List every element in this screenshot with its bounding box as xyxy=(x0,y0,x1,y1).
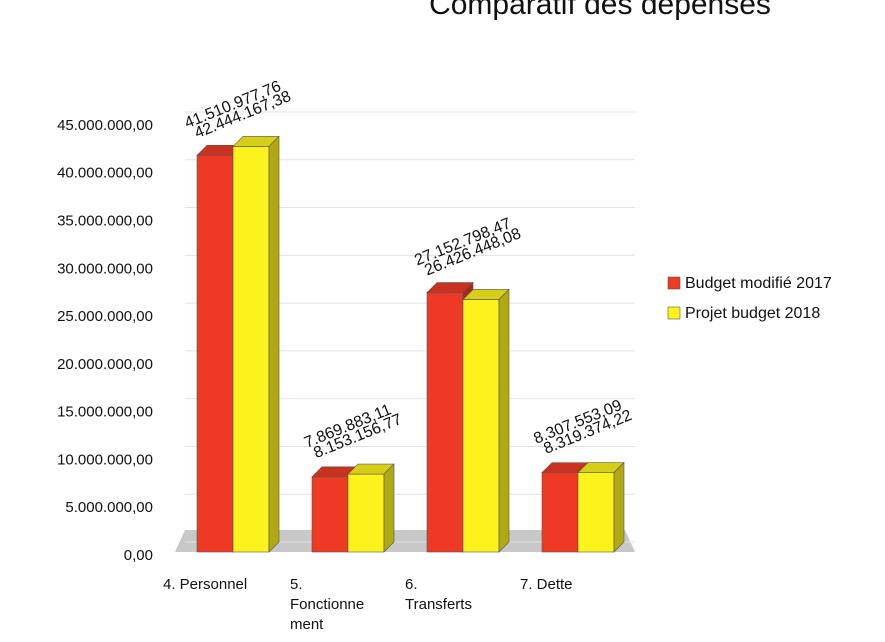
bar xyxy=(577,461,625,553)
bar-front xyxy=(577,472,615,553)
bar xyxy=(232,135,280,553)
bar-side xyxy=(498,288,510,553)
legend-label: Budget modifié 2017 xyxy=(685,275,832,292)
bar-front xyxy=(196,155,234,553)
y-tick-label: 25.000.000,00 xyxy=(57,308,153,325)
legend-label: Projet budget 2018 xyxy=(685,305,820,322)
y-tick-label: 40.000.000,00 xyxy=(57,165,153,182)
y-tick-label: 10.000.000,00 xyxy=(57,451,153,468)
bar-side xyxy=(268,135,280,553)
bar-side xyxy=(383,463,395,553)
x-tick-label: 4. Personnel xyxy=(163,576,247,593)
y-tick-label: 30.000.000,00 xyxy=(57,260,153,277)
y-tick-label: 20.000.000,00 xyxy=(57,356,153,373)
y-tick-label: 5.000.000,00 xyxy=(65,499,153,516)
y-tick-label: 15.000.000,00 xyxy=(57,404,153,421)
y-tick-label: 0,00 xyxy=(124,547,153,564)
chart-title: Comparatif des dépenses xyxy=(429,0,771,21)
bar xyxy=(462,288,510,553)
bar xyxy=(347,463,395,553)
y-tick-label: 45.000.000,00 xyxy=(57,117,153,134)
bar-front xyxy=(426,292,464,553)
bar-front xyxy=(232,146,270,553)
bar-front xyxy=(311,476,349,553)
bar-side xyxy=(613,461,625,553)
y-tick-label: 35.000.000,00 xyxy=(57,213,153,230)
x-tick-label: 7. Dette xyxy=(520,576,573,593)
bar-front xyxy=(462,299,500,553)
bar-front xyxy=(347,473,385,553)
floor xyxy=(175,530,635,552)
x-tick-label: 5. Fonctionne ment xyxy=(290,576,364,633)
legend-swatch xyxy=(667,306,681,320)
bar-front xyxy=(541,472,579,553)
legend-swatch xyxy=(667,276,681,290)
x-tick-label: 6. Transferts xyxy=(405,576,472,613)
